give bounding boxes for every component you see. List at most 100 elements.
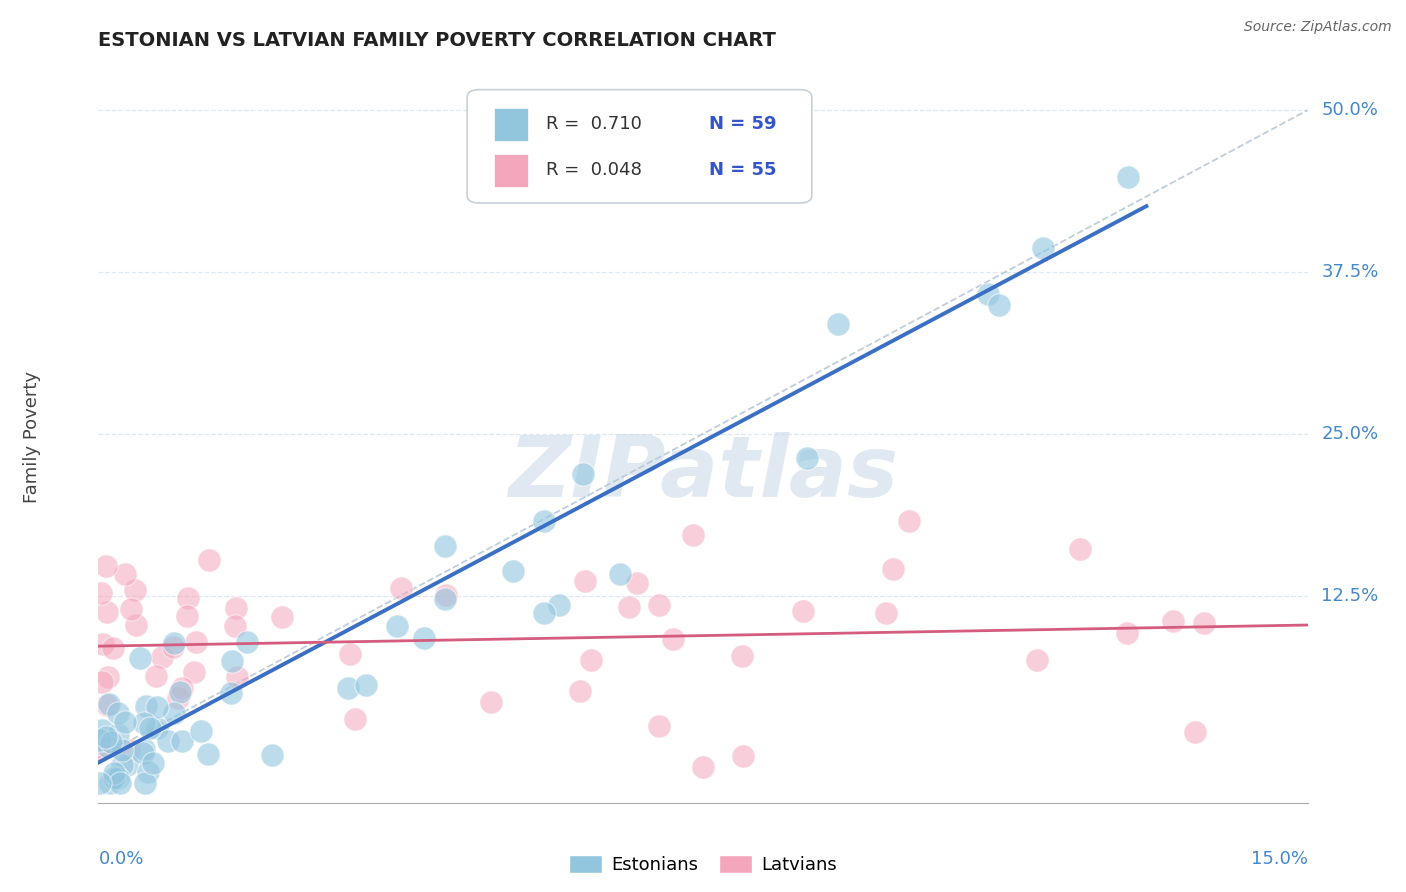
- Point: [792, 604, 814, 618]
- Point: [89, 776, 111, 790]
- Text: 15.0%: 15.0%: [1250, 850, 1308, 868]
- Point: [183, 665, 205, 680]
- Point: [1032, 241, 1054, 255]
- Point: [1069, 542, 1091, 557]
- Point: [533, 515, 555, 529]
- Text: 37.5%: 37.5%: [1322, 263, 1379, 281]
- Point: [125, 617, 148, 632]
- Text: 25.0%: 25.0%: [1322, 425, 1379, 442]
- Point: [150, 649, 173, 664]
- Point: [387, 619, 409, 633]
- Text: 50.0%: 50.0%: [1322, 101, 1378, 120]
- Point: [344, 713, 367, 727]
- Point: [731, 748, 754, 763]
- Point: [163, 636, 186, 650]
- Text: ESTONIAN VS LATVIAN FAMILY POVERTY CORRELATION CHART: ESTONIAN VS LATVIAN FAMILY POVERTY CORRE…: [98, 31, 776, 50]
- Point: [413, 631, 436, 645]
- Point: [90, 743, 112, 757]
- Point: [1118, 169, 1140, 184]
- Point: [129, 651, 152, 665]
- Text: R =  0.710: R = 0.710: [546, 115, 641, 134]
- Point: [827, 317, 849, 331]
- Point: [662, 632, 685, 646]
- Point: [111, 758, 134, 772]
- Point: [114, 567, 136, 582]
- Point: [572, 467, 595, 482]
- Point: [107, 727, 129, 741]
- Point: [389, 581, 412, 595]
- Point: [619, 600, 641, 615]
- Point: [434, 588, 457, 602]
- Point: [114, 715, 136, 730]
- Point: [1026, 653, 1049, 667]
- Point: [163, 706, 186, 720]
- Point: [190, 724, 212, 739]
- Text: Source: ZipAtlas.com: Source: ZipAtlas.com: [1244, 20, 1392, 34]
- Point: [502, 564, 524, 578]
- Point: [569, 684, 592, 698]
- Point: [236, 635, 259, 649]
- Point: [1161, 614, 1184, 628]
- Point: [354, 678, 377, 692]
- Text: N = 59: N = 59: [709, 115, 776, 134]
- Point: [626, 575, 648, 590]
- Point: [731, 649, 754, 664]
- Point: [530, 155, 553, 169]
- Point: [101, 640, 124, 655]
- Point: [96, 559, 118, 574]
- Point: [434, 539, 457, 553]
- Point: [648, 719, 671, 733]
- Point: [224, 619, 246, 633]
- Point: [433, 592, 456, 607]
- Point: [96, 698, 118, 713]
- Point: [91, 637, 114, 651]
- Point: [219, 686, 242, 700]
- Point: [897, 514, 920, 528]
- Point: [118, 743, 141, 757]
- Point: [132, 747, 155, 761]
- Text: Family Poverty: Family Poverty: [22, 371, 41, 503]
- Point: [135, 698, 157, 713]
- Point: [166, 690, 188, 705]
- Point: [170, 734, 193, 748]
- Point: [226, 670, 249, 684]
- Point: [145, 669, 167, 683]
- Point: [533, 607, 555, 621]
- Point: [177, 591, 200, 605]
- Point: [977, 287, 1000, 301]
- Point: [1115, 625, 1137, 640]
- Point: [98, 698, 121, 712]
- Point: [574, 574, 596, 589]
- Point: [176, 609, 198, 624]
- Point: [186, 634, 208, 648]
- Text: ZIPatlas: ZIPatlas: [508, 432, 898, 516]
- FancyBboxPatch shape: [467, 90, 811, 203]
- Point: [988, 298, 1011, 312]
- Point: [796, 451, 818, 466]
- Point: [579, 653, 602, 667]
- Point: [91, 723, 114, 737]
- Point: [156, 733, 179, 747]
- Point: [89, 733, 111, 747]
- Point: [221, 654, 243, 668]
- Point: [146, 721, 169, 735]
- Point: [225, 600, 247, 615]
- Point: [198, 552, 221, 566]
- Point: [132, 741, 155, 756]
- Text: 12.5%: 12.5%: [1322, 587, 1379, 605]
- Point: [97, 739, 120, 754]
- Text: R =  0.048: R = 0.048: [546, 161, 641, 179]
- Point: [107, 706, 129, 720]
- Point: [124, 582, 146, 597]
- Point: [120, 602, 142, 616]
- Text: 0.0%: 0.0%: [98, 850, 143, 868]
- Point: [481, 695, 503, 709]
- Point: [103, 771, 125, 785]
- Point: [339, 648, 361, 662]
- Point: [90, 586, 112, 600]
- Point: [115, 757, 138, 772]
- Point: [103, 766, 125, 780]
- Point: [547, 599, 569, 613]
- Point: [139, 722, 162, 736]
- Point: [170, 681, 193, 695]
